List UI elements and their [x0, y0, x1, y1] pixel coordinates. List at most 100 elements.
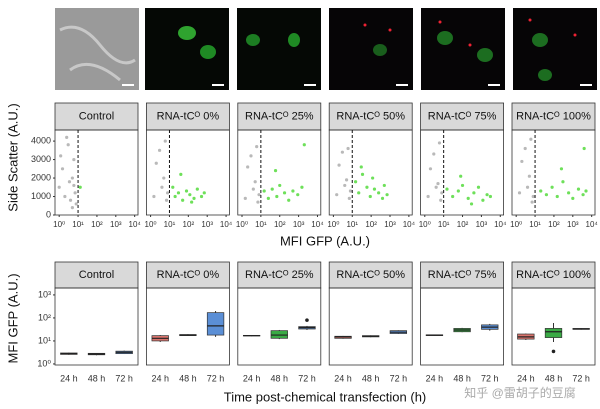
rna-spot	[528, 18, 532, 22]
point	[469, 202, 474, 206]
y-tick-label: 10³	[38, 289, 51, 299]
strip	[145, 102, 230, 131]
y-tick-label: 10⁰	[37, 358, 51, 368]
point	[67, 180, 72, 184]
nucleus	[200, 45, 216, 59]
point	[348, 189, 353, 193]
point	[582, 146, 586, 151]
point	[439, 198, 443, 202]
y-tick-label: 10¹	[38, 335, 51, 345]
x-tick-label: 72 h	[572, 373, 590, 383]
x-tick-label: 72 h	[481, 373, 499, 383]
point	[371, 176, 375, 180]
point	[195, 187, 199, 191]
point	[365, 185, 369, 189]
point	[275, 194, 279, 199]
x-tick-label: 72 h	[298, 373, 316, 383]
point	[152, 194, 156, 199]
point	[59, 154, 63, 158]
point	[472, 191, 476, 195]
x-axis-title: Time post-chemical transfection (h)	[224, 389, 427, 404]
x-tick-label: 10²	[457, 220, 469, 229]
micrographs	[55, 8, 597, 90]
point	[72, 157, 76, 162]
x-tick-label: 48 h	[453, 373, 471, 383]
x-tick-label: 10⁴	[586, 220, 599, 229]
point	[302, 143, 306, 147]
point	[171, 185, 175, 189]
point	[74, 202, 78, 206]
cell-edges	[59, 25, 136, 82]
point	[176, 191, 181, 195]
point	[257, 193, 261, 197]
rna-spot	[438, 20, 442, 24]
point	[243, 196, 247, 200]
strip	[54, 261, 139, 289]
panel-title: RNA-tCᴼ 50%	[336, 110, 405, 122]
point	[337, 163, 341, 167]
point	[188, 193, 192, 197]
point	[476, 185, 481, 189]
point	[527, 174, 531, 178]
y-tick-label: 2000	[31, 172, 51, 182]
point	[382, 183, 386, 188]
x-tick-label: 10³	[293, 220, 305, 229]
point	[192, 196, 196, 200]
fluorescence-image	[421, 8, 505, 90]
strip	[328, 261, 413, 289]
point	[584, 189, 588, 193]
x-tick-label: 10¹	[438, 220, 450, 229]
fluorescence-image	[237, 8, 321, 90]
point	[380, 196, 385, 200]
y-tick-label: 3000	[31, 154, 51, 164]
point	[173, 194, 177, 199]
point	[160, 185, 164, 189]
point	[78, 185, 82, 189]
fluorescence-image	[329, 8, 413, 90]
x-tick-label: 10³	[110, 220, 122, 229]
x-tick-label: 10²	[183, 220, 195, 229]
panel-title: RNA-tCᴼ 25%	[245, 110, 314, 122]
point	[273, 169, 278, 173]
panel	[145, 129, 230, 216]
panel	[511, 129, 596, 216]
x-tick-label: 10⁰	[145, 220, 157, 229]
point	[278, 183, 282, 188]
point	[60, 167, 65, 171]
y-tick-label: 4000	[31, 135, 51, 145]
watermark: 知乎 @雷胡子的豆腐	[464, 385, 576, 400]
nucleus	[178, 26, 196, 40]
panel-title: RNA-tCᴼ 0%	[157, 110, 220, 122]
point	[154, 161, 158, 165]
x-tick-label: 10³	[201, 220, 213, 229]
point	[66, 143, 70, 147]
nucleus	[538, 69, 552, 81]
panel-title: RNA-tCᴼ 100%	[516, 269, 591, 281]
y-axis-title: Side Scatter (A.U.)	[5, 103, 20, 211]
panel-title: Control	[79, 110, 114, 122]
point	[72, 183, 76, 188]
panel	[54, 287, 139, 366]
panel	[328, 287, 413, 366]
x-tick-label: 10³	[476, 220, 488, 229]
point	[251, 187, 255, 191]
point	[300, 185, 304, 189]
point	[555, 194, 559, 199]
point	[459, 174, 463, 178]
point	[282, 191, 287, 195]
panel	[145, 287, 230, 366]
point	[488, 194, 493, 199]
point	[377, 191, 381, 195]
point	[539, 189, 543, 193]
x-tick-label: 24 h	[151, 373, 169, 383]
strip	[420, 102, 505, 131]
point	[445, 187, 449, 191]
point	[184, 189, 189, 193]
x-tick-label: 10⁴	[129, 220, 142, 229]
point	[437, 141, 442, 145]
point	[73, 191, 77, 195]
panel-title: RNA-tCᴼ 75%	[428, 269, 497, 281]
nucleus	[288, 33, 300, 47]
